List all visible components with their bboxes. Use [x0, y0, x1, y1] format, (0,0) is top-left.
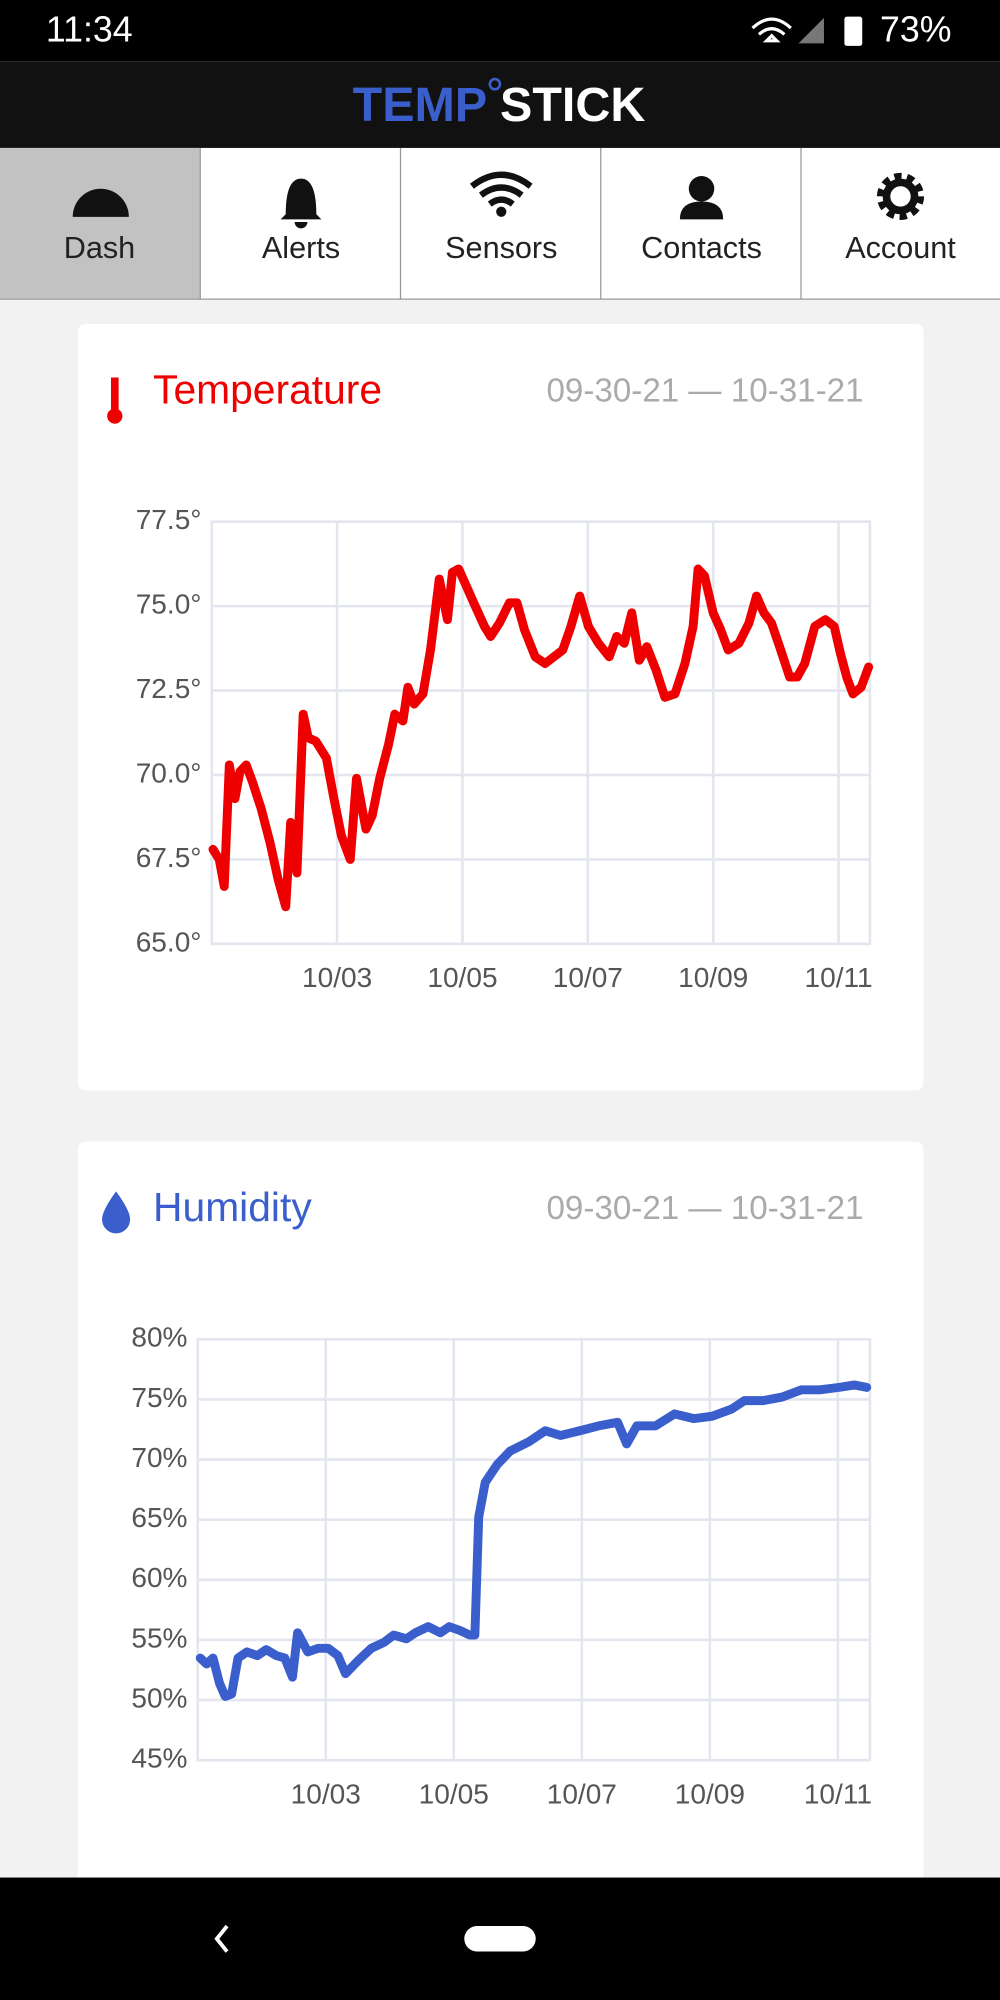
y-tick-label: 75.0°	[136, 589, 202, 620]
alerts-icon	[280, 178, 322, 229]
y-tick-label: 60%	[131, 1562, 187, 1593]
tab-dividers	[0, 147, 1000, 300]
status-bar	[0, 0, 1000, 62]
active-tab[interactable]	[0, 147, 201, 299]
y-tick-label: 65%	[131, 1502, 187, 1533]
logo-left: TEMP	[353, 78, 488, 132]
y-tick-label: 67.5°	[136, 842, 202, 873]
y-tick-label: 70.0°	[136, 757, 202, 788]
home-button[interactable]	[464, 1926, 536, 1952]
contacts-icon-head	[688, 176, 715, 202]
tab-label[interactable]: Sensors	[445, 231, 557, 265]
date-range: 09-30-21 — 10-31-21	[546, 1190, 863, 1227]
battery-icon	[844, 16, 863, 46]
y-tick-label: 45%	[131, 1743, 187, 1774]
card-title: Temperature	[153, 367, 382, 413]
signal-icon	[798, 17, 824, 44]
y-tick-label: 50%	[131, 1682, 187, 1713]
x-tick-label: 10/03	[302, 962, 372, 993]
x-tick-label: 10/09	[678, 962, 748, 993]
humidity-card	[77, 1141, 924, 1933]
battery-level: 73%	[880, 9, 951, 49]
wifi-icon	[751, 17, 792, 43]
y-tick-label: 77.5°	[136, 504, 202, 535]
x-tick-label: 10/03	[291, 1778, 361, 1809]
y-tick-label: 72.5°	[136, 673, 202, 704]
app-header	[0, 61, 1000, 148]
tab-label[interactable]: Account	[845, 231, 956, 265]
tab-label[interactable]: Contacts	[641, 231, 762, 265]
clock: 11:34	[46, 9, 133, 49]
back-button[interactable]	[214, 1924, 229, 1953]
x-tick-label: 10/05	[427, 962, 497, 993]
x-tick-label: 10/11	[805, 962, 873, 993]
data-line	[195, 1380, 872, 1701]
sensors-icon-dot	[496, 206, 507, 217]
drop-icon	[102, 1191, 131, 1234]
tab-label[interactable]: Dash	[64, 231, 135, 265]
date-range: 09-30-21 — 10-31-21	[546, 373, 863, 410]
x-tick-label: 10/11	[804, 1778, 872, 1809]
dash-icon	[72, 188, 129, 217]
x-tick-label: 10/07	[553, 962, 623, 993]
x-tick-label: 10/09	[675, 1778, 745, 1809]
y-tick-label: 75%	[131, 1382, 187, 1413]
x-tick-label: 10/07	[547, 1778, 617, 1809]
contacts-icon-body	[679, 201, 724, 220]
y-tick-label: 65.0°	[136, 926, 202, 957]
temperature-card	[77, 323, 924, 1091]
y-tick-label: 70%	[131, 1442, 187, 1473]
account-icon-ring	[882, 178, 919, 215]
x-tick-label: 10/05	[419, 1778, 489, 1809]
logo-right: STICK	[500, 78, 645, 132]
data-line	[208, 564, 874, 912]
logo-degree	[488, 77, 502, 91]
sensors-icon	[469, 171, 533, 207]
card-title: Humidity	[153, 1184, 312, 1230]
y-tick-label: 80%	[131, 1322, 187, 1353]
thermometer-icon	[107, 377, 123, 424]
tab-label[interactable]: Alerts	[262, 231, 340, 265]
y-tick-label: 55%	[131, 1622, 187, 1653]
